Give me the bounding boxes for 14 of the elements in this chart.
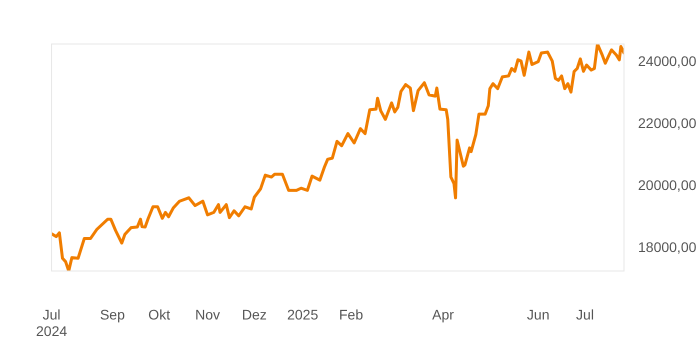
x-tick-label: Jul 2024 <box>36 306 68 340</box>
x-tick-label: Apr <box>432 306 454 322</box>
x-tick-label: Okt <box>148 306 170 322</box>
x-tick-label: Feb <box>338 306 364 322</box>
y-tick-label: 22000,00 <box>638 115 697 132</box>
x-tick-label: Nov <box>195 306 220 322</box>
y-tick-label: 24000,00 <box>638 53 697 70</box>
x-tick-label: Dez <box>242 306 267 322</box>
x-tick-label: Jul <box>576 306 594 322</box>
y-tick-label: 20000,00 <box>638 177 697 194</box>
x-tick-label: Jun <box>526 306 550 322</box>
x-tick-label: Sep <box>100 306 126 322</box>
y-tick-label: 18000,00 <box>638 239 697 256</box>
x-tick-label: 2025 <box>287 306 318 322</box>
